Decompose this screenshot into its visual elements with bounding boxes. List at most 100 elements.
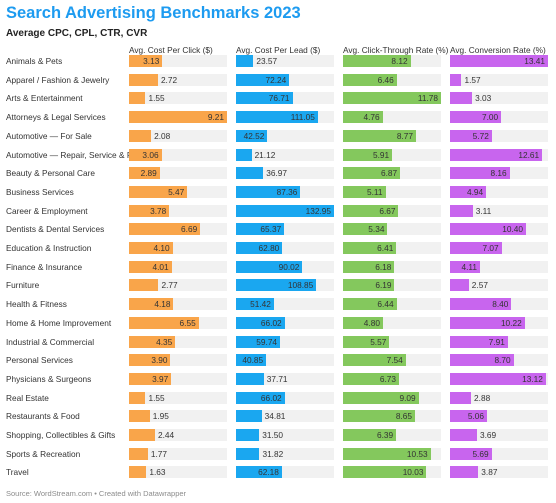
bar — [129, 335, 176, 348]
value-label: 5.06 — [467, 411, 484, 422]
value-label: 1.95 — [152, 411, 169, 422]
value-label: 5.57 — [370, 336, 387, 347]
bar — [129, 73, 158, 86]
bar — [236, 372, 264, 385]
bar-track: 3.06 — [129, 148, 227, 161]
bar — [236, 279, 317, 292]
bar — [450, 223, 526, 236]
bar — [129, 298, 174, 311]
bar-track: 13.41 — [450, 55, 548, 67]
value-label: 12.61 — [518, 149, 540, 160]
column-header: Avg. Click-Through Rate (%) — [343, 45, 449, 55]
bar-track: 5.47 — [129, 185, 227, 198]
bar — [343, 354, 406, 367]
bar — [129, 354, 171, 367]
value-label: 51.42 — [250, 299, 271, 310]
bar — [129, 410, 150, 423]
value-label: 4.11 — [461, 261, 478, 272]
bar-track: 6.19 — [343, 279, 441, 292]
value-label: 66.02 — [260, 317, 282, 328]
value-label: 3.87 — [481, 467, 498, 478]
bar — [236, 185, 301, 198]
bar-track: 3.97 — [129, 372, 227, 385]
bar — [343, 466, 427, 479]
value-label: 3.06 — [142, 149, 159, 160]
category-label: Business Services — [6, 186, 74, 197]
value-label: 10.40 — [502, 224, 524, 235]
bar-track: 10.53 — [343, 447, 441, 460]
bar-track: 1.77 — [129, 447, 227, 460]
bar-track: 6.69 — [129, 223, 227, 236]
bar — [343, 167, 401, 180]
value-label: 5.72 — [472, 130, 489, 141]
value-label: 90.02 — [278, 261, 300, 272]
bar-track: 1.95 — [129, 410, 227, 423]
bar — [450, 204, 473, 217]
bar — [450, 429, 477, 441]
bar-track: 6.67 — [343, 204, 441, 217]
value-label: 3.69 — [479, 430, 497, 440]
bar — [343, 335, 390, 348]
bar-track: 6.73 — [343, 372, 441, 385]
bar-track: 34.81 — [236, 410, 334, 423]
value-label: 4.01 — [152, 261, 169, 272]
value-label: 65.37 — [260, 224, 282, 235]
value-label: 4.18 — [154, 299, 171, 310]
value-label: 2.08 — [154, 130, 171, 141]
value-label: 42.52 — [243, 130, 265, 141]
bar-track: 6.39 — [343, 429, 441, 441]
bar-track: 42.52 — [236, 129, 334, 142]
bar-track: 66.02 — [236, 316, 334, 329]
bar-track: 5.69 — [450, 447, 548, 460]
category-label: Travel — [6, 467, 29, 478]
value-label: 2.57 — [471, 280, 488, 291]
bar — [343, 185, 386, 198]
bar-track: 8.65 — [343, 410, 441, 423]
value-label: 132.95 — [305, 205, 331, 216]
value-label: 87.36 — [276, 186, 298, 197]
category-label: Animals & Pets — [6, 56, 63, 66]
value-label: 5.11 — [366, 186, 383, 197]
value-label: 2.89 — [140, 168, 157, 179]
bar — [129, 92, 146, 105]
bar — [450, 92, 473, 105]
value-label: 59.74 — [256, 336, 278, 347]
bar — [129, 185, 188, 198]
bar-track: 4.10 — [129, 242, 227, 254]
bar-track: 10.03 — [343, 466, 441, 479]
bar — [236, 167, 264, 180]
value-label: 76.71 — [268, 93, 290, 104]
bar-track: 31.50 — [236, 429, 334, 441]
bar-track: 8.12 — [343, 55, 441, 67]
bar-track: 2.57 — [450, 279, 548, 292]
bar — [343, 391, 419, 404]
value-label: 36.97 — [266, 168, 288, 179]
bar — [236, 354, 267, 367]
bar — [236, 129, 268, 142]
bar-track: 5.57 — [343, 335, 441, 348]
value-label: 3.11 — [475, 205, 492, 216]
category-label: Arts & Entertainment — [6, 93, 83, 104]
value-label: 62.80 — [258, 243, 280, 253]
value-label: 31.82 — [262, 448, 284, 459]
value-label: 1.55 — [148, 392, 165, 403]
bar — [236, 260, 303, 273]
bar — [129, 148, 162, 161]
category-label: Automotive — Repair, Service & Parts — [6, 149, 147, 160]
bar — [450, 185, 487, 198]
bar-track: 5.72 — [450, 129, 548, 142]
bar-track: 76.71 — [236, 92, 334, 105]
category-label: Real Estate — [6, 392, 49, 403]
bar-track: 8.70 — [450, 354, 548, 367]
category-label: Personal Services — [6, 355, 73, 366]
value-label: 37.71 — [266, 373, 288, 384]
bar-track: 132.95 — [236, 204, 334, 217]
bar-track: 4.01 — [129, 260, 227, 273]
category-label: Beauty & Personal Care — [6, 168, 96, 179]
category-label: Automotive — For Sale — [6, 130, 92, 141]
bar-track: 8.16 — [450, 167, 548, 180]
value-label: 8.12 — [391, 56, 408, 66]
bar — [343, 73, 397, 86]
bar-track: 10.40 — [450, 223, 548, 236]
bar-track: 62.80 — [236, 242, 334, 254]
